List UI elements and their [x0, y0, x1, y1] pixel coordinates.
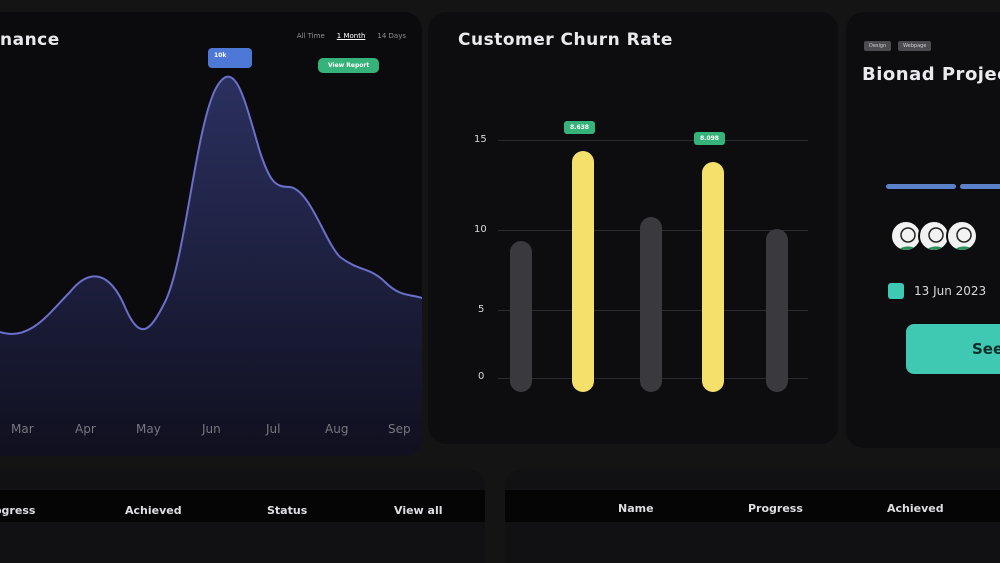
peak-value-chip: 10k [208, 48, 252, 68]
column-header: Achieved [125, 504, 182, 517]
performance-card: nance All Time 1 Month 14 Days 10k View … [0, 12, 422, 456]
view-report-button[interactable]: View Report [318, 58, 380, 73]
see-button-label: See [972, 340, 1000, 358]
performance-area-chart [0, 75, 422, 456]
column-header: Status [267, 504, 308, 517]
y-tick-label: 0 [478, 371, 485, 382]
month-label: Apr [75, 422, 96, 436]
month-label: Jun [202, 422, 221, 436]
column-header: ogress [0, 504, 36, 517]
churn-bar[interactable] [640, 217, 662, 392]
range-tabs: All Time 1 Month 14 Days [297, 32, 406, 40]
column-header: Progress [748, 502, 803, 515]
y-tick-label: 5 [478, 304, 485, 315]
churn-bar[interactable] [510, 241, 532, 392]
churn-card: Customer Churn Rate 15 10 5 0 8.638 8.098 [428, 12, 838, 444]
project-card: Design Webpage Bionad Projec 13 Jun 2023… [846, 12, 1000, 448]
month-label: Jul [266, 422, 281, 436]
performance-line [0, 75, 422, 335]
member-avatar[interactable] [946, 220, 978, 252]
tab-all-time[interactable]: All Time [296, 32, 325, 40]
see-button[interactable]: See [906, 324, 1000, 374]
peak-value-label: 10k [214, 52, 227, 59]
progress-segment [886, 184, 956, 189]
column-header: Achieved [887, 502, 944, 515]
performance-area-fill [0, 76, 422, 456]
gridline [498, 140, 808, 141]
view-all-link[interactable]: View all [394, 504, 443, 517]
column-header: Name [618, 502, 654, 515]
tab-14-days[interactable]: 14 Days [377, 32, 406, 40]
project-tag: Design [864, 41, 892, 51]
project-tag: Webpage [898, 41, 932, 51]
performance-title: nance [0, 30, 60, 50]
churn-bar[interactable] [766, 228, 788, 392]
progress-segment [960, 184, 1000, 189]
tab-1-month[interactable]: 1 Month [336, 32, 366, 40]
month-label: Sep [388, 422, 411, 436]
table-header [0, 490, 485, 522]
table-header [505, 490, 1000, 522]
churn-bar[interactable] [572, 150, 594, 392]
person-icon [954, 227, 974, 250]
calendar-icon [888, 283, 904, 299]
table-left: ogress Achieved Status View all [0, 470, 485, 563]
y-tick-label: 15 [474, 134, 487, 145]
table-right: Name Progress Achieved [505, 470, 1000, 563]
churn-bar[interactable] [702, 161, 724, 392]
bar-value-label: 8.638 [564, 120, 595, 134]
month-label: Mar [11, 422, 34, 436]
project-title: Bionad Projec [862, 64, 1000, 85]
bar-value-label: 8.098 [694, 131, 725, 145]
month-label: Aug [325, 422, 349, 436]
y-tick-label: 10 [474, 224, 487, 235]
project-date: 13 Jun 2023 [914, 284, 987, 298]
churn-title: Customer Churn Rate [458, 30, 673, 50]
month-label: May [136, 422, 161, 436]
